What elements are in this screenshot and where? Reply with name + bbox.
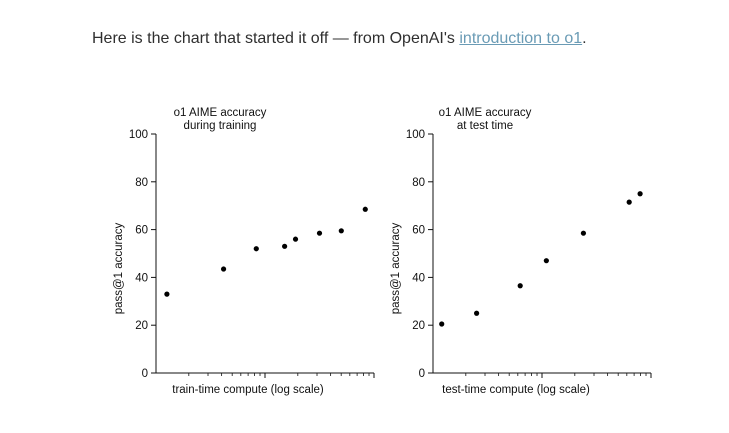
chart-2-y-label: pass@1 accuracy: [390, 222, 402, 314]
chart-1-y-tick-label: 60: [135, 225, 148, 237]
chart-1-y-tick-label: 40: [135, 272, 148, 284]
chart-1-data-point: [338, 228, 344, 234]
chart-2-title-line: o1 AIME accuracy: [439, 107, 532, 119]
chart-2-y-tick-label: 80: [412, 177, 425, 189]
chart-1-y-tick-label: 0: [142, 368, 148, 380]
chart-2-y-tick-label: 20: [412, 320, 425, 332]
intro-text: Here is the chart that started it off — …: [92, 30, 460, 47]
chart-2-data-point: [543, 258, 549, 264]
chart-2-data-point: [580, 230, 587, 236]
intro-link[interactable]: introduction to o1: [459, 30, 583, 47]
chart-2-data-point: [517, 283, 523, 289]
chart-1-data-point: [282, 243, 288, 249]
chart-1-y-tick-label: 80: [135, 177, 148, 189]
intro-paragraph: Here is the chart that started it off — …: [92, 29, 587, 49]
chart-1-y-label: pass@1 accuracy: [113, 222, 125, 314]
chart-2-y-tick-label: 100: [406, 129, 425, 141]
chart-2-y-tick-label: 60: [412, 225, 425, 237]
chart-1-y-tick-label: 100: [129, 129, 148, 141]
intro-period: .: [582, 30, 587, 47]
chart-2-data-point: [474, 310, 480, 316]
chart-1-data-point: [316, 230, 323, 236]
chart-2-data-point: [626, 199, 632, 205]
chart-2-title-line: at test time: [457, 120, 513, 132]
chart-1-title-line: during training: [184, 120, 257, 132]
chart-1-title-line: o1 AIME accuracy: [174, 107, 267, 119]
chart-2-data-point: [439, 321, 445, 327]
chart-1-x-label: train-time compute (log scale): [172, 384, 324, 396]
chart-1-y-tick-label: 20: [135, 320, 148, 332]
chart-2-x-label: test-time compute (log scale): [442, 384, 590, 396]
chart-1-data-point: [292, 236, 299, 242]
chart-1-data-point: [253, 246, 259, 252]
chart-2-y-tick-label: 40: [412, 272, 425, 284]
chart-1-data-point: [164, 291, 170, 297]
chart-1-data-point: [362, 206, 368, 212]
chart-2-data-point: [637, 191, 643, 197]
chart-1-data-point: [220, 266, 227, 272]
chart-2-y-tick-label: 0: [419, 368, 425, 380]
